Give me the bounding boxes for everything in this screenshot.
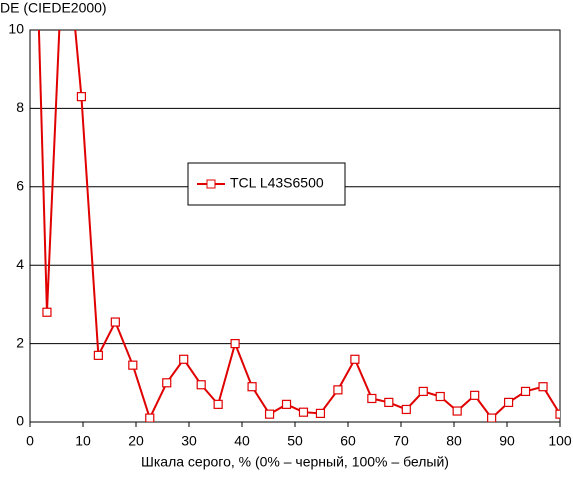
marker (315, 408, 326, 418)
x-tick-label: 30 (181, 433, 197, 449)
x-tick-label: 10 (75, 433, 91, 449)
marker (213, 399, 223, 409)
x-tick-label: 90 (499, 433, 515, 449)
marker (538, 382, 548, 392)
y-tick-label: 8 (16, 99, 24, 115)
marker (42, 307, 52, 317)
y-tick-label: 2 (16, 334, 24, 350)
marker (281, 399, 292, 409)
marker (110, 317, 120, 327)
x-tick-label: 0 (26, 433, 34, 449)
plot-area (37, 30, 560, 422)
marker (196, 380, 206, 390)
line (37, 30, 560, 421)
marker (452, 406, 462, 416)
y-tick-label: 4 (16, 256, 24, 272)
marker (384, 397, 394, 407)
legend-label: TCL L43S6500 (230, 175, 324, 191)
marker (264, 409, 275, 419)
marker (128, 360, 138, 370)
x-tick-label: 60 (340, 433, 356, 449)
marker (555, 409, 560, 419)
marker (503, 397, 514, 407)
marker (76, 92, 87, 102)
marker (145, 413, 155, 422)
marker (230, 339, 240, 349)
marker (367, 393, 377, 404)
marker (298, 407, 309, 417)
y-axis-label: DE (CIEDE2000) (0, 0, 107, 16)
y-tick-label: 0 (16, 413, 24, 429)
marker (401, 404, 411, 415)
marker (333, 385, 343, 395)
x-tick-label: 20 (128, 433, 144, 449)
marker (350, 354, 360, 364)
x-tick-label: 40 (234, 433, 250, 449)
marker (247, 382, 257, 392)
marker (162, 378, 172, 388)
marker (418, 386, 428, 397)
marker (435, 391, 445, 402)
y-tick-label: 6 (16, 178, 24, 194)
plot-frame (29, 29, 561, 423)
marker (470, 390, 480, 400)
y-tick-label: 10 (8, 21, 24, 37)
x-axis-label: Шкала серого, % (0% – черный, 100% – бел… (141, 454, 449, 470)
marker (487, 413, 497, 422)
legend-marker (206, 179, 216, 189)
marker (179, 354, 189, 364)
x-tick-label: 100 (548, 433, 572, 449)
x-tick-label: 70 (393, 433, 409, 449)
x-tick-label: 80 (446, 433, 462, 449)
marker (520, 386, 531, 397)
x-tick-label: 50 (287, 433, 303, 449)
marker (93, 350, 103, 360)
